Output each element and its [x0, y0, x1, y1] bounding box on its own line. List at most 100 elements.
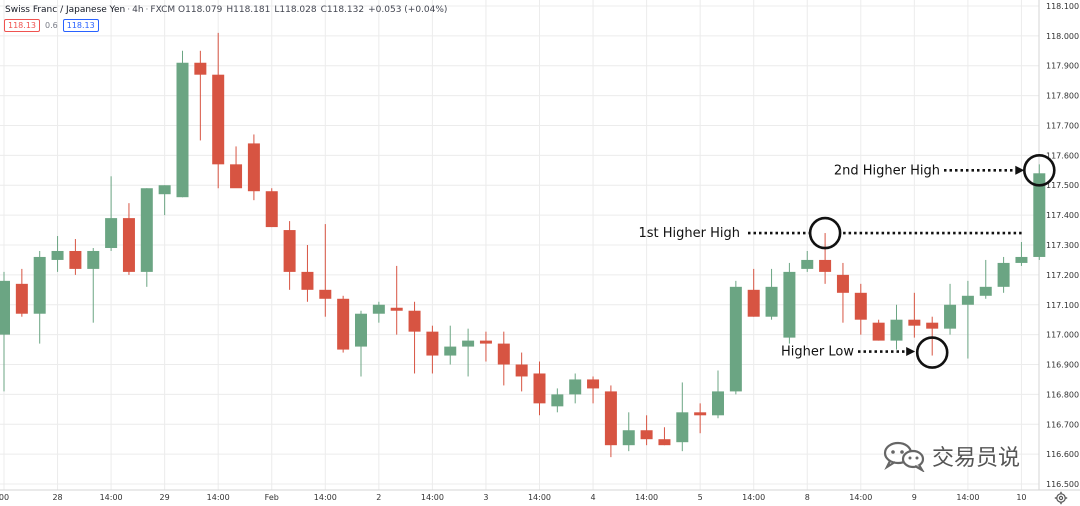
watermark: 交易员说 [882, 440, 1020, 472]
bearish-candle [265, 191, 278, 228]
bullish-candle [51, 250, 64, 260]
bearish-candle [908, 319, 921, 326]
x-tick-label: 9 [912, 493, 917, 502]
x-tick-label: 00 [0, 493, 9, 502]
buy-price-button[interactable]: 118.13 [62, 19, 99, 32]
bullish-candle [0, 280, 10, 335]
bearish-candle [212, 74, 225, 165]
bearish-candle [854, 292, 867, 320]
bearish-candle [247, 143, 260, 192]
symbol-name: Swiss Franc / Japanese Yen [5, 5, 126, 15]
x-tick-label: 14:00 [314, 493, 337, 502]
bearish-candle [515, 364, 528, 377]
chart-grid [0, 0, 1039, 490]
spread-value: 0.6 [45, 21, 58, 30]
y-tick-label: 116.500 [1046, 480, 1079, 489]
bullish-candle [105, 218, 118, 248]
x-tick-label: 14:00 [528, 493, 551, 502]
bullish-candle [551, 394, 564, 407]
y-tick-label: 117.000 [1046, 331, 1079, 340]
wechat-icon [883, 441, 925, 472]
bullish-candle [676, 412, 689, 443]
bearish-candle [926, 322, 939, 329]
open-value: O118.079 [178, 5, 223, 15]
symbol-legend[interactable]: Swiss Franc / Japanese Yen · 4h · FXCM O118.… [5, 5, 451, 15]
y-tick-label: 117.600 [1046, 151, 1079, 160]
separator: · [145, 5, 149, 15]
time-axis[interactable]: 00 28 14:00 29 14:00 Feb 14:00 2 14:00 3 14:00 4 14:… [0, 493, 1027, 502]
y-tick-label: 117.500 [1046, 181, 1079, 190]
gear-icon[interactable] [1054, 491, 1068, 505]
watermark-text: 交易员说 [932, 446, 1021, 471]
x-tick-label: 29 [160, 493, 170, 502]
y-tick-label: 117.100 [1046, 301, 1079, 310]
bullish-candle [712, 391, 724, 416]
first-higher-high-circle [808, 216, 842, 250]
interval: 4h [132, 5, 144, 15]
x-tick-label: 14:00 [635, 493, 658, 502]
first-higher-high-label: 1st Higher High [638, 226, 740, 241]
second-higher-high-circle [1023, 154, 1056, 187]
bullish-candle [783, 271, 796, 338]
bearish-candle [69, 250, 82, 269]
y-tick-label: 116.700 [1046, 420, 1079, 429]
bearish-candle [408, 310, 421, 332]
exchange: FXCM [150, 5, 176, 15]
bearish-candle [426, 331, 439, 356]
x-tick-label: 3 [483, 493, 488, 502]
bearish-candle [390, 307, 403, 311]
second-higher-high-label: 2nd Higher High [834, 163, 940, 178]
bullish-candle [87, 250, 100, 269]
change-value: +0.053 (+0.04%) [368, 5, 448, 15]
bullish-candle [372, 304, 385, 314]
sell-price-button[interactable]: 118.13 [4, 19, 40, 32]
separator: · [127, 5, 131, 15]
annotations: 2nd Higher High 1st Higher High Higher Low [638, 154, 1056, 369]
bearish-candle [694, 412, 707, 416]
bearish-candle [497, 343, 510, 365]
higher-low-label: Higher Low [781, 345, 854, 360]
bullish-candle [1015, 256, 1028, 263]
x-tick-label: 14:00 [207, 493, 230, 502]
bullish-candle [355, 313, 367, 347]
bullish-candle [622, 430, 635, 446]
y-tick-label: 116.600 [1046, 450, 1079, 459]
bearish-candle [283, 230, 296, 272]
bearish-candle [194, 62, 207, 75]
bearish-candle [301, 271, 314, 290]
close-value: C118.132 [320, 5, 365, 15]
y-tick-label: 118.100 [1046, 2, 1079, 11]
candles [0, 32, 1046, 458]
y-tick-label: 117.800 [1046, 92, 1079, 101]
bearish-candle [819, 259, 832, 272]
x-tick-label: 8 [805, 493, 810, 502]
higher-low-circle [915, 336, 949, 369]
bearish-candle [15, 283, 28, 314]
trade-buttons: 118.13 0.6 118.13 [4, 19, 99, 32]
bullish-candle [1033, 173, 1046, 257]
bearish-candle [872, 322, 885, 341]
bullish-candle [961, 295, 974, 305]
bearish-candle [587, 379, 600, 389]
bullish-candle [444, 346, 457, 356]
x-tick-label: Feb [265, 493, 279, 502]
x-tick-label: 14:00 [742, 493, 765, 502]
x-tick-label: 2 [376, 493, 381, 502]
bullish-candle [997, 262, 1010, 287]
bearish-candle [479, 340, 492, 344]
bearish-candle [640, 430, 653, 440]
bullish-candle [462, 340, 475, 347]
bearish-candle [747, 289, 760, 317]
x-tick-label: 14:00 [849, 493, 872, 502]
y-tick-label: 116.900 [1046, 361, 1079, 370]
y-tick-label: 117.300 [1046, 241, 1079, 250]
bullish-candle [765, 286, 778, 317]
bullish-candle [158, 185, 171, 195]
bearish-candle [319, 289, 332, 299]
x-tick-label: 14:00 [421, 493, 444, 502]
bullish-candle [140, 188, 153, 272]
price-axis[interactable]: 116.500 116.600 116.700 116.800 116.900 117.0… [1046, 2, 1079, 489]
bearish-candle [658, 439, 671, 446]
y-tick-label: 116.800 [1046, 390, 1079, 399]
